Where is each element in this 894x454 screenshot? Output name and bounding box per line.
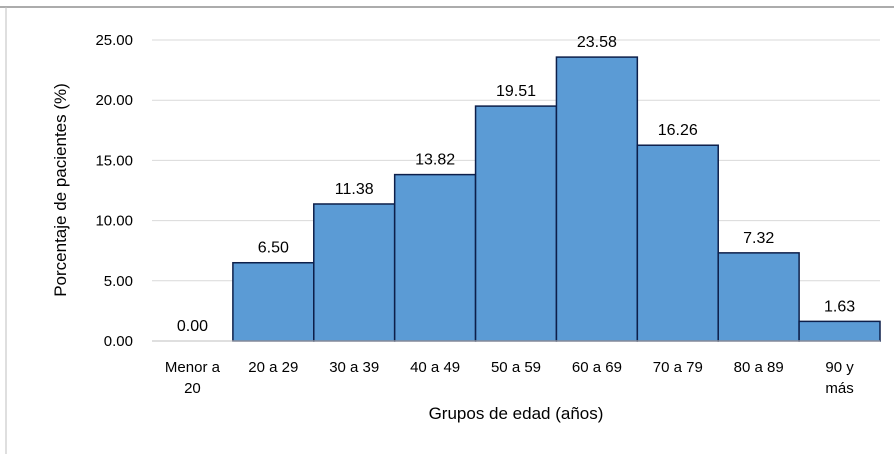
x-tick-label: 20 a 29 — [248, 359, 298, 376]
bar — [555, 56, 639, 342]
x-tick-label-line: 20 a 29 — [248, 359, 298, 376]
bar — [636, 144, 719, 342]
bar — [393, 173, 477, 342]
x-tick-label: 80 a 89 — [734, 359, 784, 376]
data-label: 23.58 — [577, 34, 617, 51]
x-tick-label: 70 a 79 — [653, 359, 703, 376]
x-tick-label-line: 60 a 69 — [572, 359, 622, 376]
data-label: 16.26 — [658, 122, 698, 139]
x-tick-label-line: 90 y — [825, 359, 854, 376]
data-labels: 0.00 6.50 11.38 13.82 19.51 23.58 16.26 7.32 1.6… — [177, 34, 855, 335]
x-tick-label: 50 a 59 — [491, 359, 541, 376]
x-tick-label-line: 20 — [184, 380, 201, 397]
x-tick-label-line: 50 a 59 — [491, 359, 541, 376]
x-axis-title: Grupos de edad (años) — [429, 404, 604, 423]
bar — [232, 261, 315, 342]
y-axis-title: Porcentaje de pacientes (%) — [51, 83, 70, 297]
bar — [798, 320, 881, 342]
x-tick-label: 90 y más — [825, 359, 854, 397]
y-tick-label: 25.00 — [95, 32, 133, 49]
data-label: 19.51 — [496, 83, 536, 100]
data-label: 7.32 — [743, 230, 774, 247]
x-tick-label-line: 80 a 89 — [734, 359, 784, 376]
x-tick-label-line: 30 a 39 — [329, 359, 379, 376]
x-tick-label: 30 a 39 — [329, 359, 379, 376]
bar — [717, 252, 800, 342]
x-tick-label-line: Menor a — [165, 359, 221, 376]
data-label: 0.00 — [177, 318, 208, 335]
x-tick-label: 40 a 49 — [410, 359, 460, 376]
x-tick-label: 60 a 69 — [572, 359, 622, 376]
data-label: 11.38 — [335, 181, 374, 198]
bars — [232, 56, 881, 342]
x-tick-label-line: más — [825, 380, 853, 397]
data-label: 1.63 — [824, 298, 855, 315]
y-tick-label: 15.00 — [95, 152, 133, 169]
data-label: 13.82 — [415, 152, 455, 169]
data-label: 6.50 — [258, 240, 289, 257]
y-tick-label: 20.00 — [95, 92, 133, 109]
y-tick-label: 0.00 — [104, 333, 133, 350]
x-tick-label-line: 40 a 49 — [410, 359, 460, 376]
y-tick-labels: 0.00 5.00 10.00 15.00 20.00 25.00 — [95, 32, 133, 350]
y-tick-label: 10.00 — [95, 213, 133, 230]
y-tick-label: 5.00 — [104, 273, 133, 290]
x-tick-label-line: 70 a 79 — [653, 359, 703, 376]
bar — [474, 105, 558, 342]
bar — [313, 203, 396, 342]
x-tick-labels: Menor a 20 20 a 29 30 a 39 40 a 49 50 a 59 60 … — [165, 359, 854, 397]
x-tick-label: Menor a 20 — [165, 359, 221, 397]
